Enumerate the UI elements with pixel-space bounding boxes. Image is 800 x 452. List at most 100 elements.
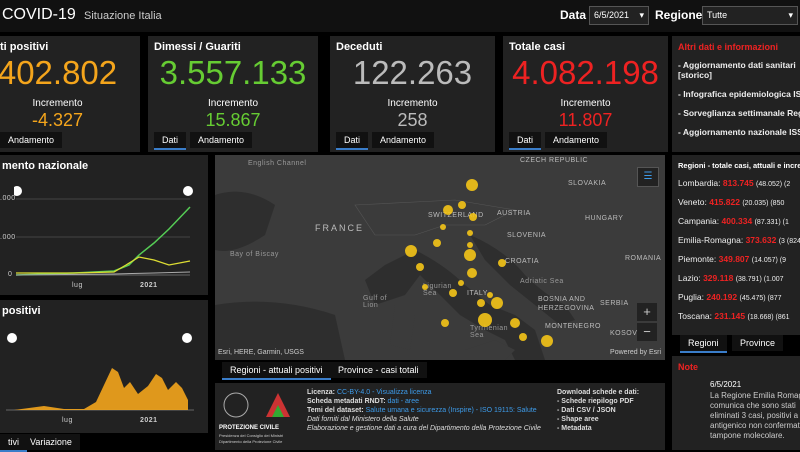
info-link[interactable]: - Infografica epidemiologica ISS (678, 89, 800, 99)
kpi-title: Totale casi (509, 41, 566, 53)
region-bubble[interactable] (443, 205, 453, 215)
region-bubble[interactable] (477, 299, 485, 307)
x-tick-label: 2021 (140, 282, 158, 289)
region-bubble[interactable] (467, 230, 473, 236)
region-name: Lombardia: (678, 178, 721, 188)
download-link[interactable]: - Shape aree (557, 416, 599, 423)
download-link[interactable]: - Metadata (557, 425, 592, 432)
kpi-value: 122.263 (352, 54, 473, 91)
map[interactable]: English Channel FRANCE Bay of Biscay SWI… (215, 155, 665, 360)
kpi-increment: 258 (397, 110, 428, 130)
tab[interactable]: Province - casi totali (330, 362, 427, 378)
kpi-title: ti positivi (0, 41, 49, 53)
map-label: KOSOVO (610, 330, 644, 337)
region-bubble[interactable] (541, 335, 553, 347)
tab[interactable]: Variazione (22, 434, 80, 450)
info-panel: Altri dati e informazioni - Aggiornament… (672, 36, 800, 152)
map-label: AUSTRIA (497, 210, 531, 217)
date-select[interactable]: 6/5/2021 ▾ (589, 6, 649, 25)
region: Tutte (707, 10, 728, 20)
tab[interactable]: Dati (336, 132, 369, 150)
region-bubble[interactable] (466, 179, 478, 191)
footer-managed: Elaborazione e gestione dati a cura del … (307, 425, 541, 432)
zoom-out[interactable]: − (637, 323, 657, 341)
region-bubble[interactable] (464, 249, 476, 261)
region-bubble[interactable] (519, 333, 527, 341)
info-link[interactable]: - Aggiornamento dati sanitari [storico] (678, 60, 796, 80)
y-tick-label: 0 (8, 271, 13, 278)
tab[interactable]: Andamento (545, 132, 608, 148)
slider-handle[interactable] (7, 333, 17, 343)
powered-by: Powered by Esri (610, 349, 661, 356)
footer-key: Temi del dataset: (307, 407, 364, 414)
footer-key: Licenza: (307, 389, 336, 396)
attribution: Esri, HERE, Garmin, USGS (218, 349, 304, 356)
footer-provided: Dati forniti dal Ministero della Salute (307, 416, 419, 423)
region-bubble[interactable] (433, 239, 441, 247)
footer-link[interactable]: Salute umana e sicurezza (Inspire) - ISO… (365, 407, 537, 414)
info-link[interactable]: - Sorveglianza settimanale Reg (678, 108, 800, 118)
region-bubble[interactable] (467, 268, 477, 278)
kpi-panel: Dimessi / Guariti 3.557.133 Incremento 15.8… (148, 36, 318, 152)
logos (223, 392, 290, 418)
map-bubbles (405, 179, 553, 347)
region-bubble[interactable] (467, 242, 473, 248)
tab[interactable]: Andamento (190, 132, 253, 148)
region-label: Regione (655, 8, 703, 22)
region-bubble[interactable] (498, 259, 506, 267)
kpi-panel: Totale casi 4.082.198 Incremento 11.807 Dati… (503, 36, 668, 152)
region-bubble[interactable] (458, 201, 466, 209)
region-detail: (20.035) (850 (742, 200, 785, 207)
region-bubble[interactable] (469, 213, 477, 221)
tab[interactable]: Province (732, 335, 784, 351)
regions-panel: Regioni - totale casi, attuali e incre L… (672, 155, 800, 335)
info-link[interactable]: - Aggiornamento nazionale ISS (678, 127, 800, 137)
tab[interactable]: Dati (509, 132, 542, 150)
trend-title: mento nazionale (2, 160, 89, 172)
region-total: 400.334 (721, 216, 753, 226)
region-bubble[interactable] (440, 224, 446, 230)
region-bubble[interactable] (416, 263, 424, 271)
region-bubble[interactable] (510, 318, 520, 328)
slider-handle[interactable] (14, 186, 22, 196)
region-select[interactable]: Tutte ▾ (702, 6, 798, 25)
note-panel: Note 6/5/2021 La Regione Emilia Romagna … (672, 356, 800, 450)
line-positivi (16, 256, 191, 274)
region-bubble[interactable] (422, 284, 428, 290)
region-name: Puglia: (678, 292, 704, 302)
region-bubble[interactable] (487, 292, 493, 298)
region-bubble[interactable] (441, 319, 449, 327)
map-label: Adriatic Sea (520, 278, 564, 285)
map-label: HUNGARY (585, 215, 624, 222)
kpi-increment: 11.807 (558, 110, 613, 130)
tab[interactable]: Andamento (0, 132, 63, 148)
footer-line: Licenza: CC-BY-4.0 - Visualizza licenza (307, 389, 541, 396)
region-bubble[interactable] (458, 280, 464, 286)
region-detail: (87.331) (1 (754, 219, 789, 226)
download-link[interactable]: - Schede riepilogo PDF (557, 398, 634, 405)
positives-chart (6, 333, 194, 411)
tab[interactable]: Andamento (372, 132, 435, 148)
region-detail: (48.052) (2 (756, 181, 791, 188)
region-bubble[interactable] (405, 245, 417, 257)
footer-link[interactable]: CC-BY-4.0 - Visualizza licenza (336, 389, 432, 396)
kpi-value: 3.557.133 (159, 54, 307, 91)
region-row: Campania: 400.334 (87.331) (1 (678, 216, 800, 228)
date-label: Data (560, 8, 587, 22)
legend-button[interactable]: ☰ (637, 167, 659, 187)
tab[interactable]: Dati (154, 132, 187, 150)
region-bubble[interactable] (491, 297, 503, 309)
slider-handle[interactable] (183, 186, 193, 196)
download-link[interactable]: - Dati CSV / JSON (557, 407, 616, 414)
map-label: Gulf of Lion (363, 295, 388, 309)
slider-handle[interactable] (182, 333, 192, 343)
region-bubble[interactable] (449, 289, 457, 297)
zoom-in[interactable]: + (637, 303, 657, 321)
region-bubble[interactable] (478, 313, 492, 327)
title: COVID-19 (2, 6, 76, 23)
region-name: Toscana: (678, 311, 713, 321)
regions-title: Regioni - totale casi, attuali e incre (678, 161, 800, 170)
footer-link[interactable]: dati - aree (387, 398, 420, 405)
tab[interactable]: Regioni - attuali positivi (222, 362, 331, 380)
tab[interactable]: Regioni (680, 335, 727, 353)
